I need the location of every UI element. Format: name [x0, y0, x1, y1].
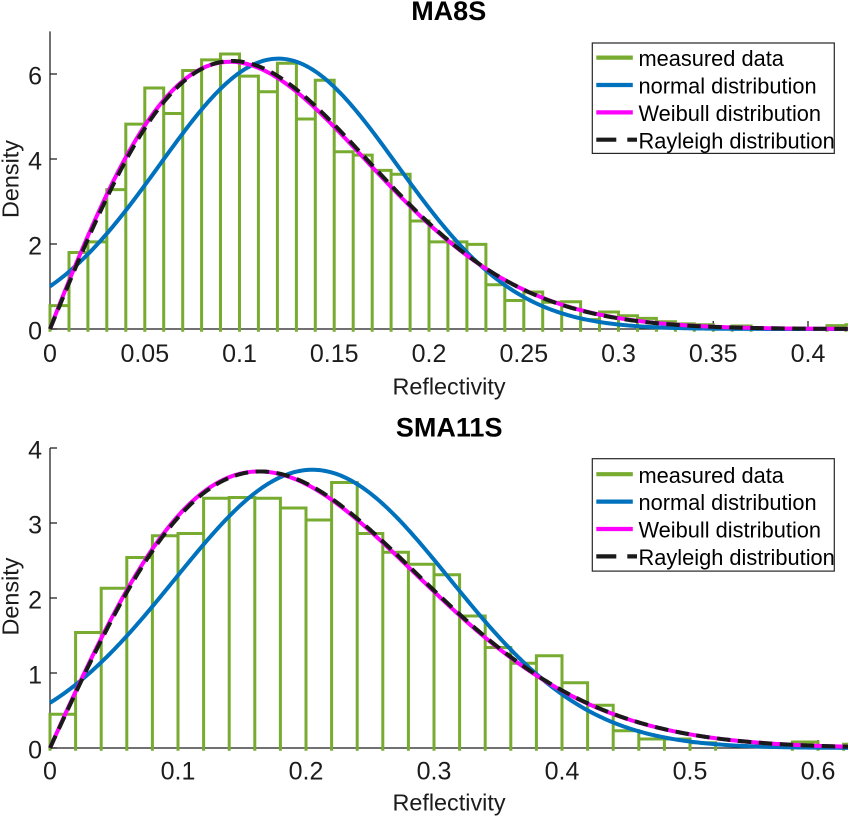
svg-text:measured data: measured data [639, 463, 785, 488]
svg-text:6: 6 [28, 63, 42, 91]
svg-text:Rayleigh distribution: Rayleigh distribution [639, 545, 835, 570]
svg-text:0.05: 0.05 [120, 340, 169, 368]
svg-text:MA8S: MA8S [411, 0, 486, 26]
svg-text:0.2: 0.2 [289, 758, 324, 786]
svg-text:normal distribution: normal distribution [639, 74, 817, 99]
svg-text:0.5: 0.5 [673, 758, 708, 786]
svg-text:0.35: 0.35 [689, 340, 738, 368]
svg-text:Weibull distribution: Weibull distribution [639, 101, 822, 126]
svg-text:normal distribution: normal distribution [639, 490, 817, 515]
svg-text:0: 0 [43, 340, 57, 368]
svg-text:0: 0 [28, 318, 42, 346]
svg-text:0.1: 0.1 [222, 340, 257, 368]
svg-text:SMA11S: SMA11S [396, 412, 503, 442]
svg-text:0.3: 0.3 [601, 340, 636, 368]
svg-text:0.15: 0.15 [310, 340, 359, 368]
svg-text:4: 4 [28, 148, 42, 176]
svg-text:Reflectivity: Reflectivity [392, 789, 505, 815]
svg-text:3: 3 [28, 512, 42, 540]
svg-text:0.3: 0.3 [417, 758, 452, 786]
svg-text:Rayleigh distribution: Rayleigh distribution [639, 128, 835, 153]
svg-text:0.6: 0.6 [801, 758, 836, 786]
svg-text:0.1: 0.1 [161, 758, 196, 786]
svg-text:measured data: measured data [639, 46, 785, 71]
svg-text:4: 4 [28, 437, 42, 465]
svg-text:Weibull distribution: Weibull distribution [639, 518, 822, 543]
svg-text:0.4: 0.4 [545, 758, 580, 786]
svg-text:1: 1 [28, 662, 42, 690]
svg-text:Reflectivity: Reflectivity [392, 374, 505, 400]
svg-text:0.2: 0.2 [412, 340, 447, 368]
svg-text:Density: Density [0, 557, 24, 635]
svg-text:Density: Density [0, 140, 24, 218]
svg-text:0.4: 0.4 [791, 340, 826, 368]
svg-text:0.25: 0.25 [499, 340, 548, 368]
svg-text:2: 2 [28, 233, 42, 261]
svg-text:0: 0 [28, 737, 42, 765]
svg-text:0: 0 [43, 758, 57, 786]
svg-text:2: 2 [28, 587, 42, 615]
